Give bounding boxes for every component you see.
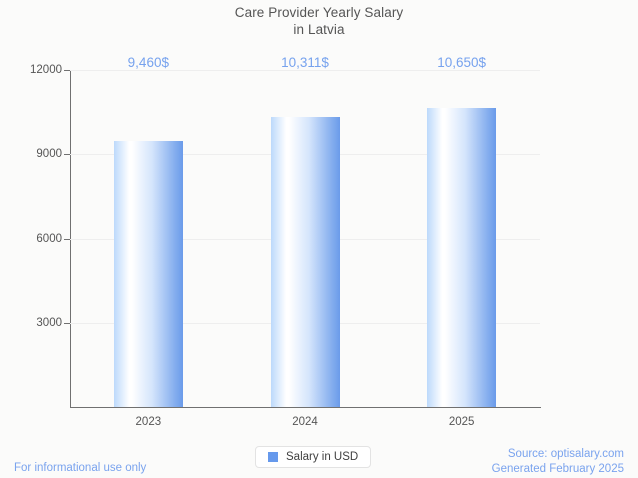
bar-2024[interactable] [270, 117, 340, 407]
y-tick-mark [64, 238, 70, 240]
y-tick-mark [64, 70, 70, 71]
gridline [70, 70, 540, 71]
bar-value-label: 10,650$ [437, 55, 487, 70]
bar-2023[interactable] [113, 141, 183, 407]
y-tick-label: 9000 [36, 148, 62, 161]
generated-date-text: Generated February 2025 [491, 463, 624, 475]
chart-title-line-1: Care Provider Yearly Salary [234, 5, 404, 20]
chart-legend[interactable]: Salary in USD [255, 446, 372, 468]
y-tick-label: 3000 [36, 316, 62, 329]
x-tick-label-2025: 2025 [448, 416, 475, 428]
y-axis-labels: 12000 9000 6000 3000 [0, 0, 62, 478]
chart-title: Care Provider Yearly Salary in Latvia [0, 4, 638, 38]
y-tick-label: 12000 [30, 64, 62, 76]
chart-title-line-2: in Latvia [293, 22, 345, 37]
y-tick-label: 6000 [36, 232, 62, 245]
x-tick-label-2023: 2023 [135, 416, 162, 428]
y-tick-mark [64, 154, 70, 156]
legend-swatch-icon [268, 452, 278, 462]
x-tick-label-2024: 2024 [292, 416, 318, 428]
legend-label: Salary in USD [286, 450, 359, 463]
bar-value-label: 9,460$ [127, 55, 169, 70]
source-text: Source: optisalary.com [507, 448, 624, 460]
plot-area [70, 70, 540, 407]
bar-2025[interactable] [427, 107, 497, 407]
informational-note: For informational use only [14, 462, 147, 474]
bar-value-label: 10,311$ [281, 55, 329, 70]
source-attribution: Source: optisalary.com Generated Februar… [492, 447, 624, 477]
x-axis-line [70, 407, 541, 408]
y-tick-mark [64, 322, 70, 324]
